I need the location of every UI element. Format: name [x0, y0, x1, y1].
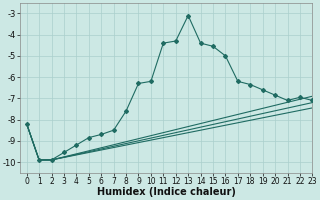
X-axis label: Humidex (Indice chaleur): Humidex (Indice chaleur) — [97, 187, 236, 197]
